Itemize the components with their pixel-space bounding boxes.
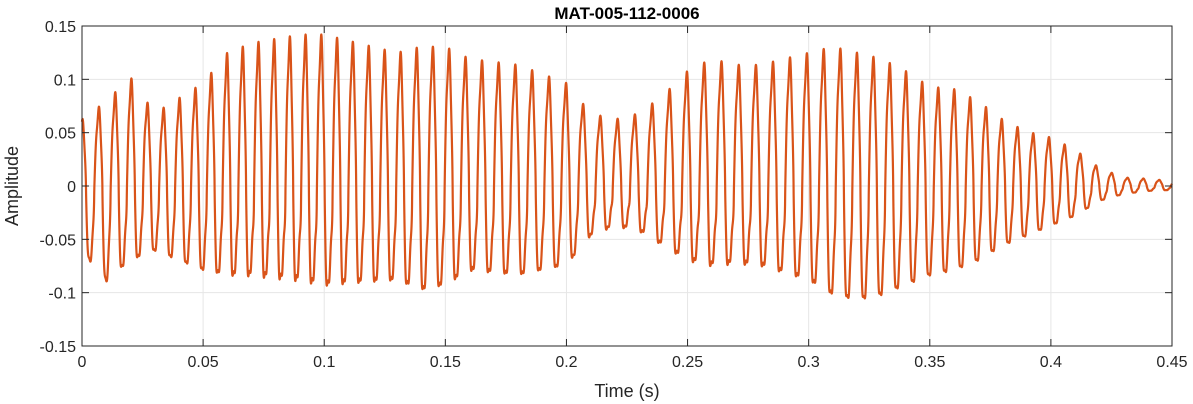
- y-tick-label: 0.1: [54, 72, 76, 89]
- x-tick-label: 0: [78, 354, 87, 371]
- signal-group: [80, 33, 1173, 300]
- y-tick-label: 0.05: [45, 126, 76, 143]
- x-tick-label: 0.15: [430, 354, 461, 371]
- x-axis-ticks: 0 0.05 0.1 0.15 0.2 0.25 0.3 0.35 0.4 0.45: [78, 26, 1188, 371]
- chart-title: MAT-005-112-0006: [554, 4, 699, 23]
- y-tick-label: -0.05: [40, 232, 77, 249]
- y-tick-label: -0.15: [40, 339, 77, 356]
- x-tick-label: 0.4: [1040, 354, 1062, 371]
- x-tick-label: 0.45: [1156, 354, 1187, 371]
- x-tick-label: 0.3: [798, 354, 820, 371]
- x-tick-label: 0.2: [555, 354, 577, 371]
- y-axis-label: Amplitude: [2, 146, 22, 226]
- y-axis-ticks: -0.15 -0.1 -0.05 0 0.05 0.1 0.15: [40, 19, 1172, 356]
- y-tick-label: 0: [67, 179, 76, 196]
- waveform-line: [80, 33, 1173, 300]
- y-tick-label: -0.1: [48, 286, 76, 303]
- x-tick-label: 0.25: [672, 354, 703, 371]
- x-tick-label: 0.1: [313, 354, 335, 371]
- x-tick-label: 0.05: [188, 354, 219, 371]
- y-tick-label: 0.15: [45, 19, 76, 36]
- x-tick-label: 0.35: [914, 354, 945, 371]
- x-axis-label: Time (s): [594, 381, 659, 401]
